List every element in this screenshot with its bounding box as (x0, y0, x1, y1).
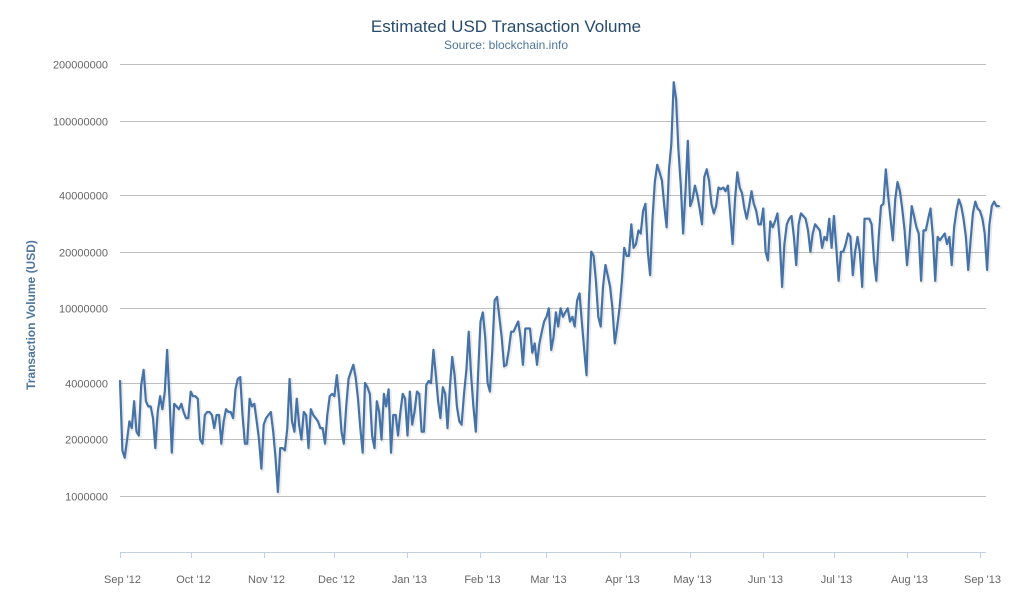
y-axis-title: Transaction Volume (USD) (24, 240, 38, 390)
axes: 1000000 2000000 4000000 10000000 20000000 400… (53, 60, 1001, 587)
x-tick-label: Jul '13 (821, 574, 852, 586)
gridlines (120, 64, 986, 497)
x-tick-label: May '13 (673, 574, 711, 586)
x-tick-label: Sep '13 (964, 574, 1001, 586)
x-tick-label: Sep '12 (104, 574, 141, 586)
y-tick-label: 200000000 (53, 60, 108, 72)
series-layer (118, 81, 1002, 495)
x-tick-label: Feb '13 (464, 574, 500, 586)
x-tick-label: Dec '12 (318, 574, 355, 586)
x-tick-label: Aug '13 (891, 574, 928, 586)
x-tick-label: Nov '12 (248, 574, 285, 586)
y-tick-label: 40000000 (59, 191, 108, 203)
y-tick-label: 10000000 (59, 304, 108, 316)
series-line-shadow (119, 81, 1002, 495)
chart-title: Estimated USD Transaction Volume (370, 17, 642, 36)
y-tick-label: 20000000 (59, 248, 108, 260)
x-tick-label: Jun '13 (748, 574, 783, 586)
series-line (118, 81, 1000, 494)
y-tick-label: 100000000 (53, 117, 108, 129)
x-tick-label: Oct '12 (176, 574, 211, 586)
y-tick-label: 2000000 (65, 435, 108, 447)
y-tick-label: 4000000 (65, 379, 108, 391)
x-tick-label: Jan '13 (392, 574, 427, 586)
y-tick-label: 1000000 (65, 492, 108, 504)
x-tick-label: Apr '13 (605, 574, 640, 586)
chart-subtitle: Source: blockchain.info (443, 38, 569, 52)
x-tick-label: Mar '13 (530, 574, 566, 586)
